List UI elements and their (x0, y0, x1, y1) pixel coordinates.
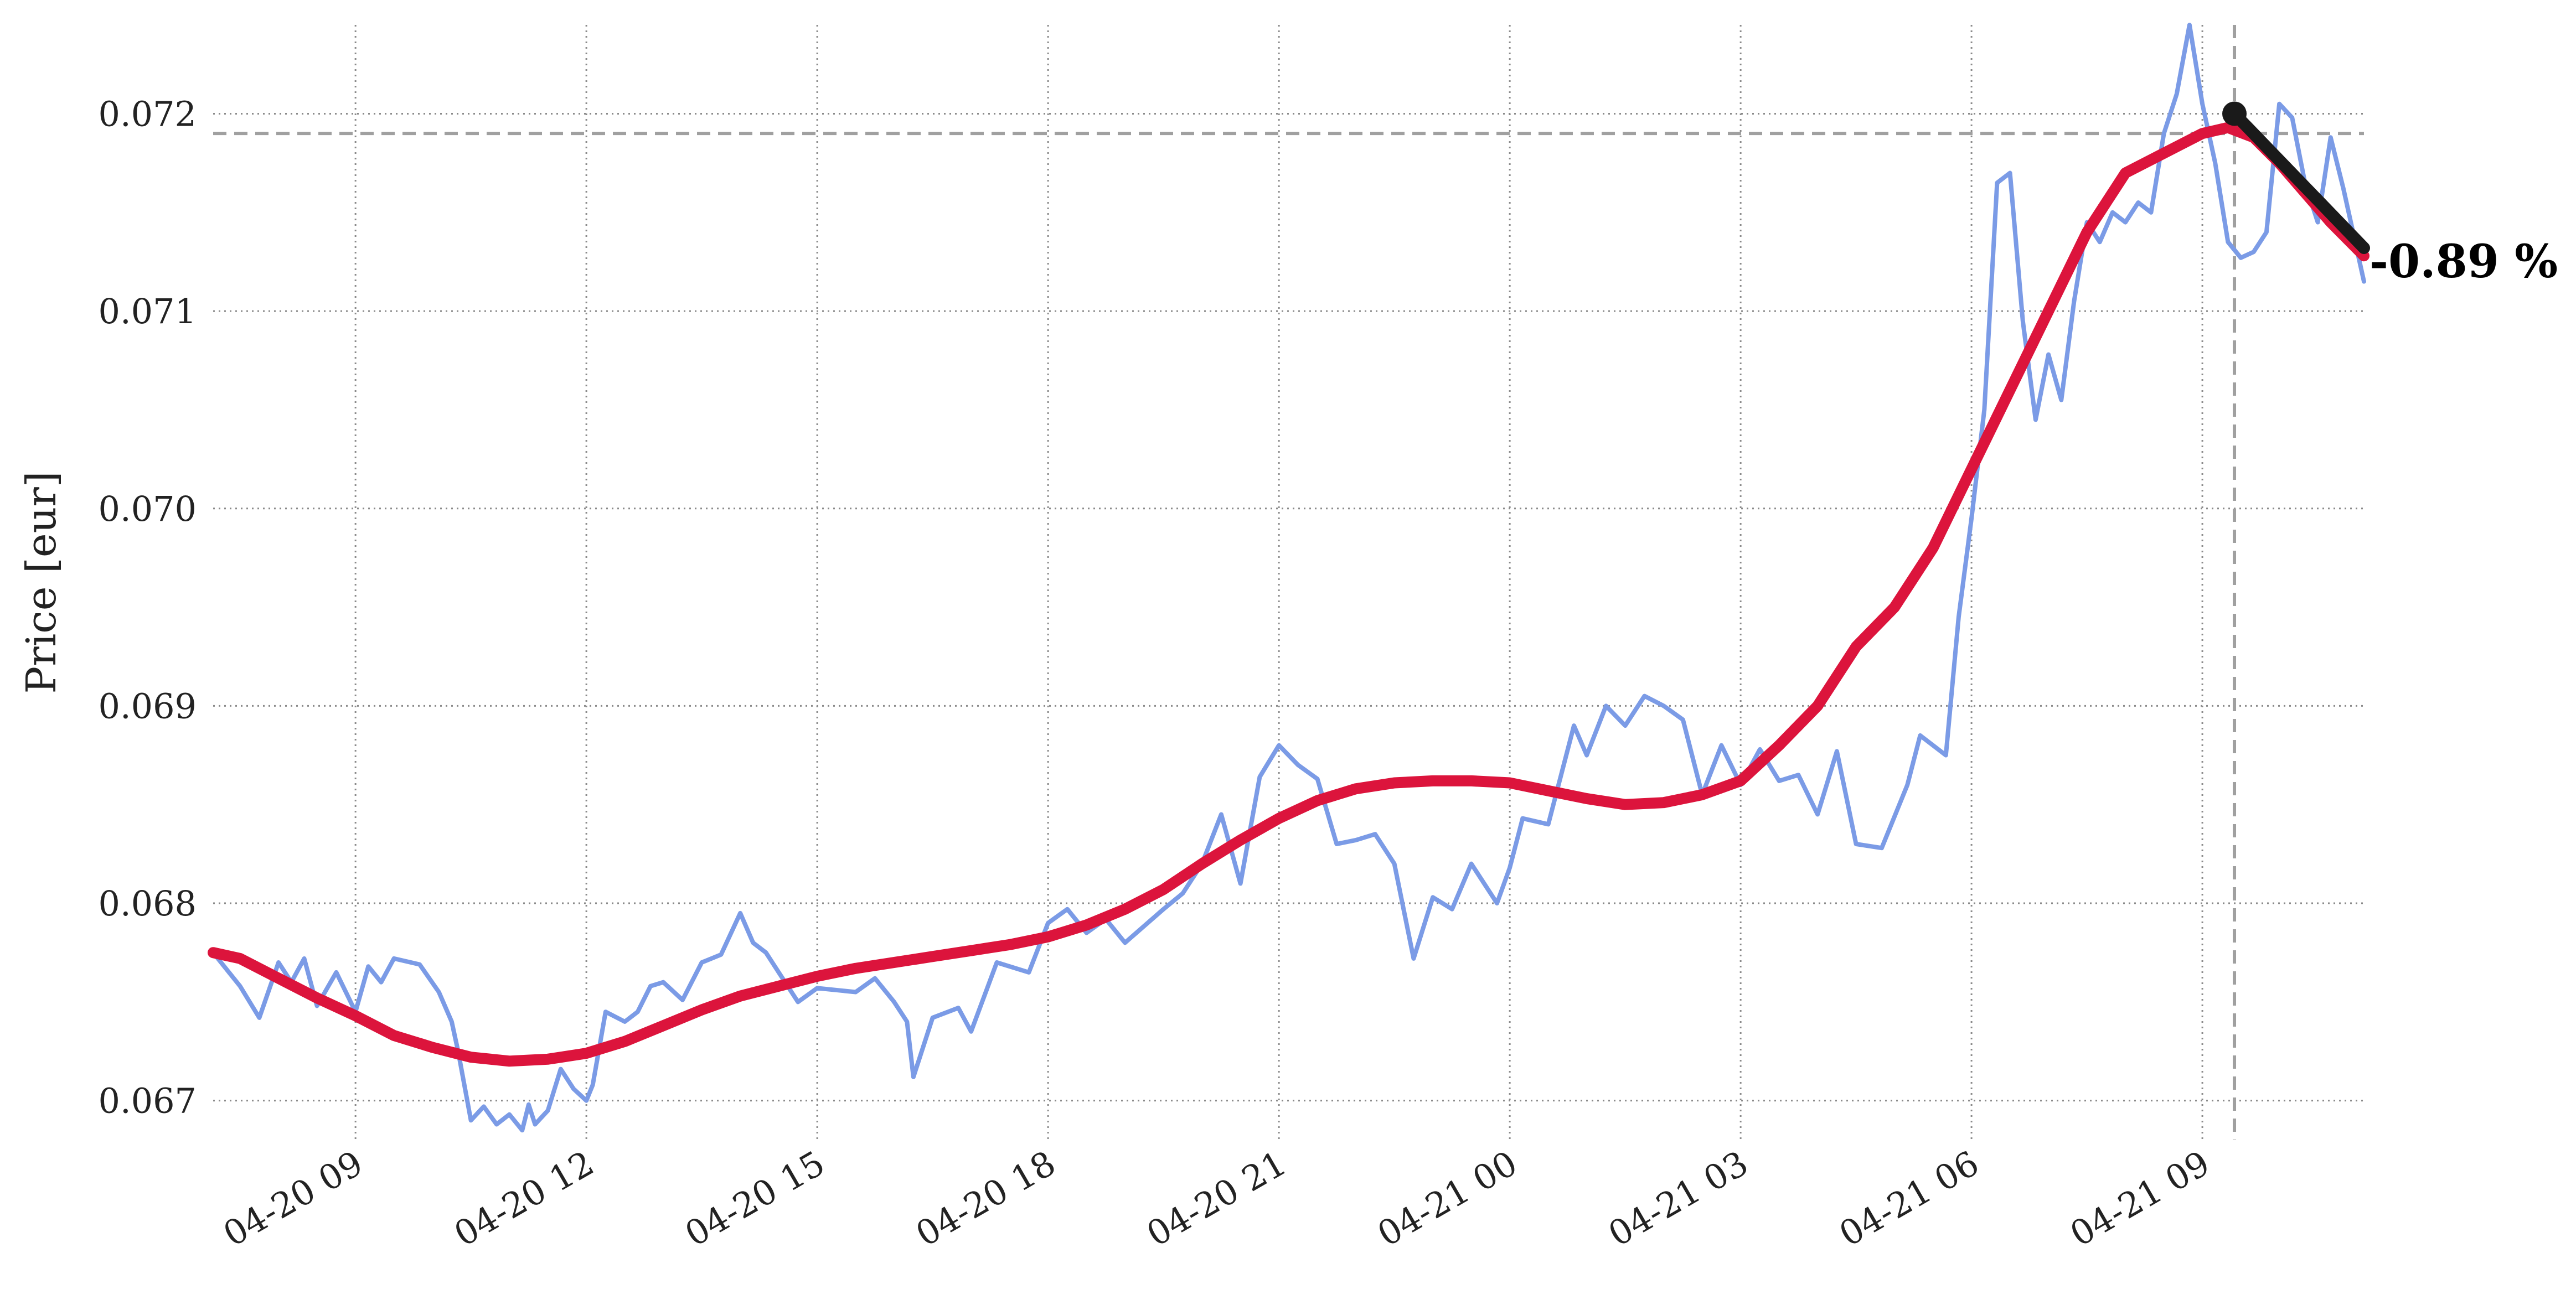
trend-series-line (2228, 107, 2370, 254)
y-tick-label: 0.070 (99, 489, 197, 529)
trend-start-marker (2222, 101, 2247, 126)
smoothed-series-line (208, 122, 2369, 1067)
grid (213, 25, 2364, 1140)
x-tick-label: 04-21 06 (1832, 1143, 1986, 1255)
y-tick-label: 0.069 (99, 686, 197, 726)
x-tick-label: 04-21 00 (1371, 1143, 1524, 1255)
x-tick-label: 04-20 21 (1140, 1143, 1293, 1255)
x-tick-label: 04-20 09 (216, 1143, 370, 1255)
x-tick-label: 04-20 15 (678, 1143, 832, 1255)
series-layer (208, 23, 2370, 1133)
y-tick-label: 0.067 (99, 1081, 197, 1121)
x-tick-label: 04-21 09 (2063, 1143, 2217, 1255)
y-tick-label: 0.068 (99, 883, 197, 924)
price-series-line (211, 23, 2366, 1133)
y-tick-label: 0.072 (99, 94, 197, 134)
x-tick-label: 04-20 18 (909, 1143, 1062, 1255)
reference-lines (213, 25, 2364, 1140)
x-tick-label: 04-20 12 (447, 1143, 601, 1255)
y-axis-label: Price [eur] (18, 471, 65, 693)
y-tick-label: 0.071 (99, 291, 197, 332)
x-tick-label: 04-21 03 (1602, 1143, 1755, 1255)
x-axis-ticks: 04-20 09 04-20 12 04-20 15 04-20 18 04-20 21… (216, 1143, 2217, 1255)
change-annotation: -0.89 % (2369, 235, 2558, 288)
y-axis-ticks: 0.067 0.068 0.069 0.070 0.071 0.072 (99, 94, 197, 1121)
